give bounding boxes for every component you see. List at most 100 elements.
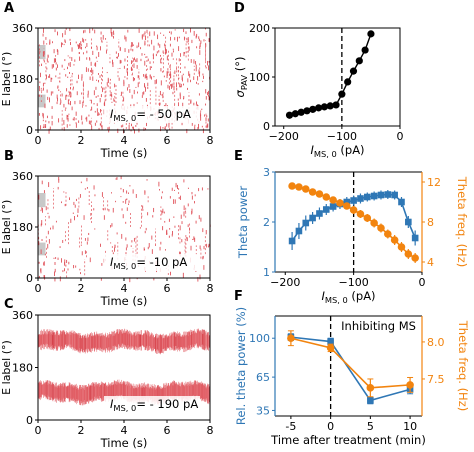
spike-mark: [195, 35, 197, 39]
spike-mark: [145, 98, 147, 102]
spike-mark: [160, 54, 161, 57]
spike-mark: [108, 129, 110, 133]
y-axis-label: σPAV (°): [233, 57, 249, 98]
theta-freq-point: [366, 384, 375, 392]
spike-mark: [100, 31, 102, 35]
spike-mark: [63, 119, 65, 125]
spike-mark: [125, 200, 127, 204]
spike-mark: [141, 95, 143, 98]
spike-mark: [63, 126, 65, 131]
spike-mark: [153, 45, 155, 51]
spike-mark: [162, 226, 164, 231]
spike-mark: [51, 115, 53, 119]
spike-mark: [76, 80, 78, 84]
spike-mark: [85, 67, 87, 72]
theta-freq-point: [326, 344, 335, 352]
spike-mark: [44, 103, 46, 109]
spike-mark: [194, 126, 196, 131]
spike-mark: [182, 272, 184, 278]
right-y-tick-label: 12: [427, 176, 441, 189]
spike-mark: [171, 83, 173, 88]
spike-mark: [200, 217, 202, 222]
spike-mark: [42, 33, 44, 37]
spike-mark: [84, 238, 86, 241]
spike-mark: [63, 103, 65, 108]
spike-mark: [160, 80, 162, 86]
spike-mark: [113, 32, 115, 36]
spike-mark: [123, 65, 125, 69]
spike-mark: [46, 74, 47, 79]
spike-mark: [205, 229, 207, 235]
spike-mark: [113, 30, 115, 34]
spike-mark: [170, 31, 172, 35]
spike-mark: [94, 63, 96, 66]
x-tick-label: 0: [397, 130, 404, 143]
spike-mark: [86, 241, 88, 245]
spike-mark: [105, 50, 107, 54]
spike-mark: [165, 49, 167, 54]
spike-mark: [114, 247, 116, 252]
spike-mark: [166, 230, 167, 235]
spike-mark: [128, 192, 129, 194]
spike-mark: [208, 38, 210, 42]
spike-mark: [178, 36, 180, 39]
spike-mark: [206, 124, 208, 129]
spike-mark: [208, 94, 209, 97]
x-axis-label: Time after treatment (min): [270, 433, 426, 447]
spike-mark: [138, 28, 140, 33]
theta-freq-point: [308, 188, 317, 196]
spike-mark: [64, 204, 66, 207]
theta-power-line: [290, 336, 411, 402]
spike-mark: [153, 207, 155, 213]
spike-mark: [55, 61, 57, 63]
x-tick-label: −200: [270, 276, 300, 289]
spike-mark: [181, 77, 183, 82]
spike-mark: [132, 44, 134, 46]
spike-mark: [125, 237, 127, 241]
spike-mark: [41, 239, 43, 241]
spike-mark: [64, 259, 66, 264]
spike-mark: [151, 39, 153, 45]
spike-mark: [131, 42, 133, 47]
spike-mark: [135, 194, 137, 198]
x-tick-label: 4: [121, 424, 128, 437]
x-tick-label: 6: [164, 134, 171, 147]
spike-mark: [67, 117, 69, 122]
spike-mark: [54, 261, 56, 265]
spike-mark: [147, 86, 149, 89]
spike-mark: [124, 48, 126, 53]
spike-mark: [130, 67, 132, 71]
theta-power-point: [343, 198, 351, 206]
x-axis-label: Time (s): [100, 436, 148, 450]
spike-mark: [45, 124, 47, 128]
spike-mark: [145, 73, 147, 79]
theta-freq-point: [356, 210, 365, 218]
spike-mark: [54, 268, 56, 273]
spike-mark: [183, 97, 184, 100]
spike-mark: [79, 52, 80, 54]
spike-mark: [148, 44, 150, 47]
y-tick-label: 360: [12, 22, 33, 35]
spike-mark: [157, 34, 159, 40]
spike-mark: [205, 28, 206, 30]
spike-mark: [202, 228, 204, 233]
right-y-tick-label: 7.5: [427, 373, 445, 386]
spike-mark: [191, 122, 193, 126]
spike-mark: [194, 237, 196, 242]
spike-mark: [128, 49, 130, 53]
y-tick-label: 180: [12, 73, 33, 86]
spike-mark: [183, 51, 185, 57]
spike-mark: [161, 196, 163, 199]
spike-mark: [79, 194, 81, 198]
spike-mark: [104, 101, 106, 107]
spike-mark: [90, 109, 92, 111]
spike-mark: [172, 230, 173, 235]
data-point: [315, 104, 323, 112]
current-annotation: IMS, 0= -10 pA: [110, 255, 187, 271]
spike-mark: [133, 103, 135, 108]
data-point: [361, 46, 369, 54]
spike-mark: [96, 45, 98, 47]
spike-mark: [62, 33, 64, 38]
left-y-tick-label: 3: [263, 166, 270, 179]
spike-mark: [91, 67, 93, 73]
